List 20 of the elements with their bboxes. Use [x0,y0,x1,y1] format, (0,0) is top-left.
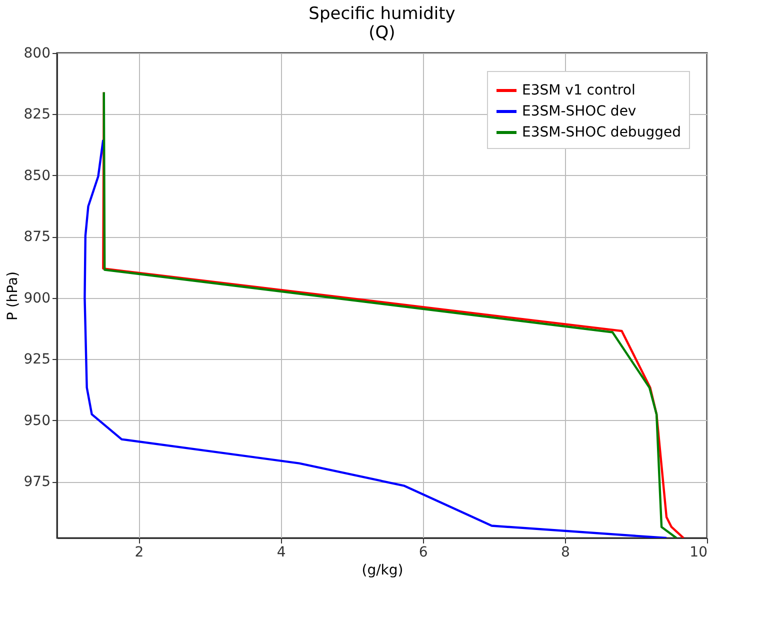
y-tick-label: 850 [24,168,50,184]
x-tick-label: 2 [134,544,144,560]
y-tick-label: 825 [24,106,50,123]
legend-label: E3SM-SHOC debugged [522,124,681,140]
x-tick-label: 6 [418,544,428,560]
text: (Q) [368,23,396,43]
legend-label: E3SM-SHOC dev [522,104,636,120]
x-axis-title: (g/kg) [362,562,404,578]
text: Specific humidity [308,4,456,24]
y-tick-label: 800 [24,46,50,62]
x-tick-label: 4 [276,544,286,560]
legend-label: E3SM v1 control [522,82,636,98]
y-axis-title: P (hPa) [4,271,21,321]
x-tick-label: 10 [690,544,708,560]
y-tick-label: 975 [24,474,50,490]
x-tick-label: 8 [560,544,570,560]
y-tick-label: 900 [24,290,50,306]
y-tick-label: 875 [24,229,50,246]
y-tick-label: 925 [24,352,50,368]
y-tick-label: 950 [24,412,50,429]
